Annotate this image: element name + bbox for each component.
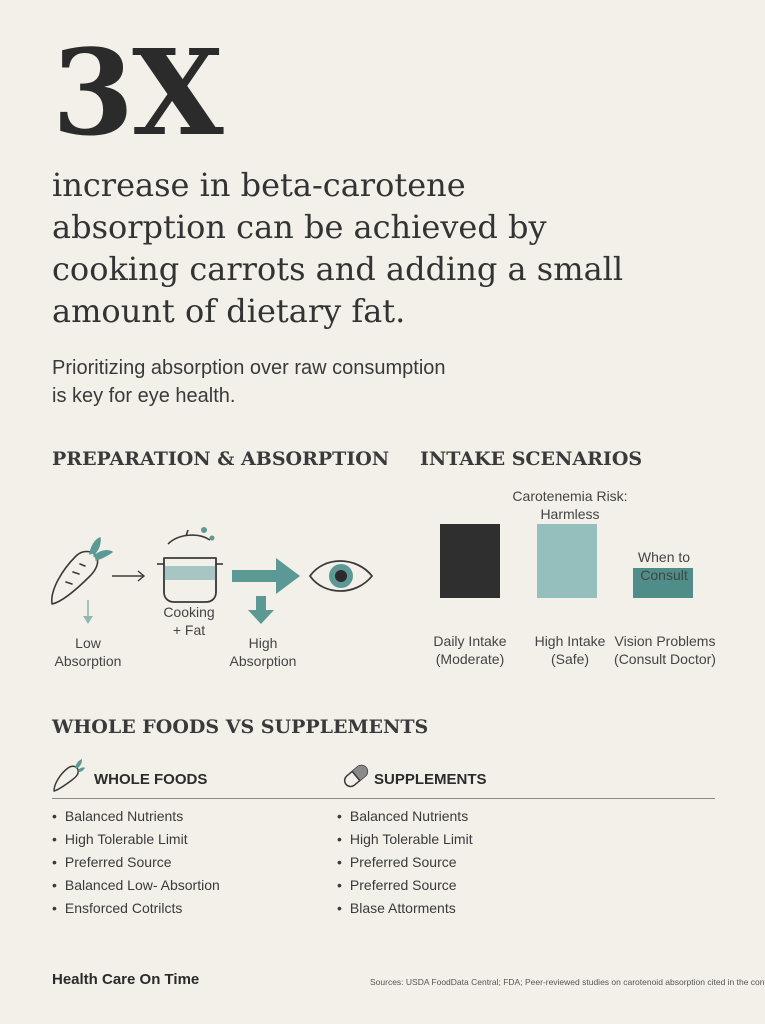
hero-line: amount of dietary fat. xyxy=(52,292,406,330)
label-line: (Safe) xyxy=(550,651,590,667)
list-item: High Tolerable Limit xyxy=(337,828,473,851)
absorption-arrow xyxy=(232,558,300,624)
bar-annotation-vision: When to Consult xyxy=(622,548,706,584)
intake-title: INTAKE SCENARIOS xyxy=(420,448,643,470)
list-item: High Tolerable Limit xyxy=(52,828,220,851)
hero-statement: increase in beta-carotene absorption can… xyxy=(52,164,692,332)
label-line: Absorption xyxy=(54,653,122,669)
list-item: Preferred Source xyxy=(52,851,220,874)
intake-chart: Carotenemia Risk: Harmless When to Consu… xyxy=(420,480,720,680)
label-line: Absorption xyxy=(229,653,297,669)
comparison-title: WHOLE FOODS VS SUPPLEMENTS xyxy=(52,716,429,738)
list-item: Blase Attorments xyxy=(337,897,473,920)
label-line: High xyxy=(248,635,278,651)
footer-sources: Sources: USDA FoodData Central; FDA; Pee… xyxy=(370,977,765,987)
label-line: High Intake xyxy=(534,633,606,649)
preparation-title: PREPARATION & ABSORPTION xyxy=(52,448,390,470)
hero-line: cooking carrots and adding a small xyxy=(52,250,624,288)
label-line: (Moderate) xyxy=(435,651,505,667)
list-item: Balanced Nutrients xyxy=(337,805,473,828)
comparison-divider xyxy=(52,798,715,799)
label-line: Cooking xyxy=(163,604,215,620)
carrot-icon xyxy=(51,537,113,605)
pot-icon xyxy=(157,527,223,603)
label-line: + Fat xyxy=(172,622,206,638)
list-item: Balanced Low- Absortion xyxy=(52,874,220,897)
label-line: (Consult Doctor) xyxy=(614,651,716,667)
list-item: Ensforced Cotrilcts xyxy=(52,897,220,920)
whole-foods-heading: WHOLE FOODS xyxy=(94,771,208,788)
supplements-list: Balanced Nutrients High Tolerable Limit … xyxy=(337,805,473,920)
intake-bar-daily xyxy=(440,524,500,598)
footer-brand: Health Care On Time xyxy=(52,971,200,988)
subtext-line: is key for eye health. xyxy=(52,385,236,407)
low-absorption-label: Low Absorption xyxy=(52,634,124,670)
annotation-line: Consult xyxy=(640,567,688,583)
carrot-icon xyxy=(53,759,85,792)
annotation-line: Harmless xyxy=(540,506,600,522)
process-arrow xyxy=(112,570,146,582)
preparation-diagram xyxy=(51,527,374,624)
capsule-icon xyxy=(343,764,369,788)
label-line: Low xyxy=(75,635,101,651)
high-absorption-label: High Absorption xyxy=(226,634,300,670)
list-item: Preferred Source xyxy=(337,874,473,897)
list-item: Preferred Source xyxy=(337,851,473,874)
eye-icon xyxy=(308,560,374,592)
subtext: Prioritizing absorption over raw consump… xyxy=(52,354,446,410)
bar-label-vision: Vision Problems (Consult Doctor) xyxy=(610,632,720,668)
bar-label-daily: Daily Intake (Moderate) xyxy=(420,632,520,668)
whole-foods-list: Balanced Nutrients High Tolerable Limit … xyxy=(52,805,220,920)
bar-label-high: High Intake (Safe) xyxy=(522,632,618,668)
annotation-line: Carotenemia Risk: xyxy=(512,488,628,504)
hero-line: increase in beta-carotene xyxy=(52,166,466,204)
cooking-label: Cooking + Fat xyxy=(154,603,224,639)
label-line: Daily Intake xyxy=(433,633,507,649)
hero-stat: 3X xyxy=(52,23,224,162)
supplements-heading: SUPPLEMENTS xyxy=(374,771,487,788)
hero-line: absorption can be achieved by xyxy=(52,208,547,246)
list-item: Balanced Nutrients xyxy=(52,805,220,828)
intake-bar-vision xyxy=(633,568,693,598)
intake-bar-high xyxy=(537,524,597,598)
annotation-line: When to xyxy=(637,549,691,565)
label-line: Vision Problems xyxy=(614,633,716,649)
low-absorption-arrow xyxy=(83,600,93,624)
subtext-line: Prioritizing absorption over raw consump… xyxy=(52,357,446,379)
bar-annotation-high: Carotenemia Risk: Harmless xyxy=(508,487,632,523)
